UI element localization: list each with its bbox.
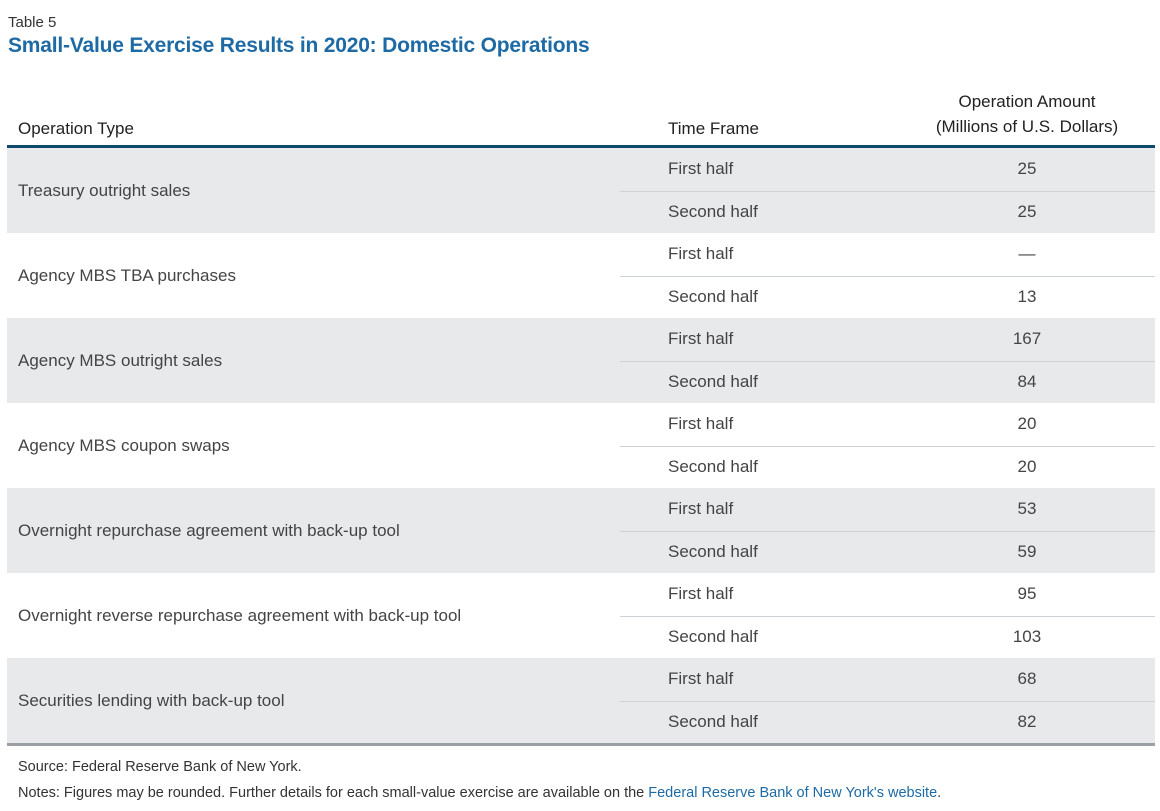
table-row: First half — [620,233,1155,277]
operation-type-cell: Overnight reverse repurchase agreement w… [18,606,462,625]
time-frame-cell: Second half [668,201,758,221]
amount-cell: 82 [1017,711,1037,731]
table-row: Second half 84 [620,361,1155,404]
table-row: First half 53 [620,488,1155,532]
amount-cell: — [1018,244,1036,263]
amount-cell: 20 [1017,456,1037,476]
notes-text: Notes: Figures may be rounded. Further d… [18,785,649,801]
operation-type-cell: Securities lending with back-up tool [18,691,285,710]
amount-cell: 20 [1017,414,1037,433]
table-header: Operation Type Time Frame Operation Amou… [7,90,1155,148]
table-row: First half 167 [620,318,1155,362]
amount-cell: 53 [1017,499,1037,518]
table-row-group: Overnight repurchase agreement with back… [7,488,1155,573]
table-body: Treasury outright sales First half 25 Se… [7,148,1155,746]
time-frame-cell: Second half [668,541,758,561]
time-frame-cell: First half [668,584,734,603]
table-row: First half 20 [620,403,1155,447]
time-frame-cell: Second half [668,711,758,731]
notes: Notes: Figures may be rounded. Further d… [18,785,941,801]
table-row: Second half 20 [620,446,1155,489]
amount-cell: 167 [1012,329,1042,348]
table-label: Table 5 [8,14,57,31]
header-amount: Operation Amount (Millions of U.S. Dolla… [912,89,1142,139]
table-row-group: Agency MBS TBA purchases First half — Se… [7,233,1155,318]
operation-type-cell: Agency MBS coupon swaps [18,436,230,455]
amount-cell: 25 [1017,159,1037,178]
table-row: Second half 59 [620,531,1155,574]
time-frame-cell: Second half [668,371,758,391]
table-row: Second half 25 [620,191,1155,234]
time-frame-cell: First half [668,159,734,178]
header-amount-line2: (Millions of U.S. Dollars) [935,117,1119,136]
amount-cell: 13 [1017,286,1037,306]
table-row: Second half 13 [620,276,1155,319]
time-frame-cell: First half [668,669,734,688]
time-frame-cell: Second half [668,626,758,646]
table-row-group: Agency MBS coupon swaps First half 20 Se… [7,403,1155,488]
time-frame-cell: First half [668,414,734,433]
operation-type-cell: Overnight repurchase agreement with back… [18,521,400,540]
table-row-group: Treasury outright sales First half 25 Se… [7,148,1155,233]
header-operation-type: Operation Type [18,119,134,138]
notes-end: . [937,785,942,801]
time-frame-cell: Second half [668,286,758,306]
operation-type-cell: Treasury outright sales [18,181,191,200]
operation-type-cell: Agency MBS TBA purchases [18,266,236,285]
table-row-group: Overnight reverse repurchase agreement w… [7,573,1155,658]
table-title: Small-Value Exercise Results in 2020: Do… [8,34,590,57]
fed-website-link[interactable]: Federal Reserve Bank of New York's websi… [648,785,938,801]
table-row: Second half 82 [620,701,1155,744]
amount-cell: 103 [1012,626,1042,646]
time-frame-cell: First half [668,329,734,348]
amount-cell: 68 [1017,669,1037,688]
table-row-group: Securities lending with back-up tool Fir… [7,658,1155,743]
time-frame-cell: First half [668,244,734,263]
amount-cell: 84 [1017,371,1037,391]
table-row: First half 25 [620,148,1155,192]
amount-cell: 59 [1017,541,1037,561]
table-row: First half 95 [620,573,1155,617]
time-frame-cell: First half [668,499,734,518]
table-row: First half 68 [620,658,1155,702]
header-amount-line1: Operation Amount [958,92,1096,111]
table-row-group: Agency MBS outright sales First half 167… [7,318,1155,403]
time-frame-cell: Second half [668,456,758,476]
source-note: Source: Federal Reserve Bank of New York… [18,759,302,775]
table-row: Second half 103 [620,616,1155,659]
amount-cell: 25 [1017,201,1037,221]
amount-cell: 95 [1017,584,1037,603]
header-time-frame: Time Frame [668,119,759,138]
operation-type-cell: Agency MBS outright sales [18,351,223,370]
